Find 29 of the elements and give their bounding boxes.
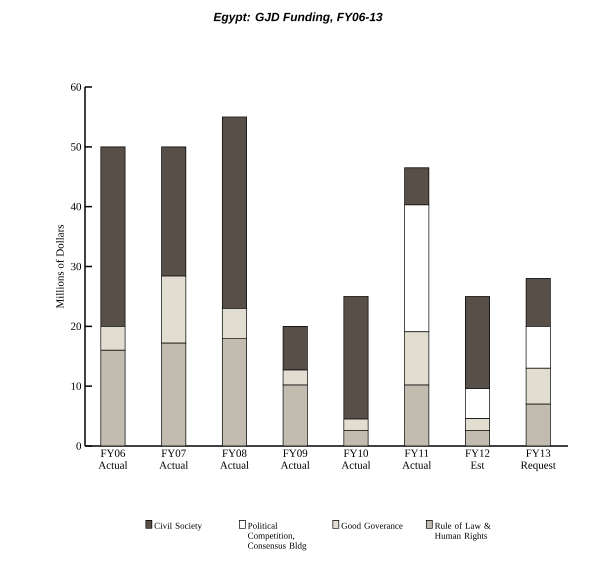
y-tick-label: 20 [71, 322, 82, 330]
y-axis-title: Millions of Dollars [56, 224, 64, 308]
y-tick-label: 10 [71, 382, 82, 390]
legend-label: Rule of Law & Human Rights [434, 522, 491, 541]
x-tick-label: FY07 Actual [159, 450, 188, 469]
y-tick-label: 60 [70, 83, 82, 91]
legend-label: Good Goverance [342, 522, 403, 529]
y-tick-label: 40 [70, 202, 82, 210]
bar [464, 430, 490, 446]
y-tick-label: 0 [76, 442, 82, 450]
y-tick-label: 30 [71, 262, 82, 270]
x-tick-label: FY10 Actual [341, 450, 370, 469]
bar [343, 430, 368, 446]
x-tick-label: FY09 Actual [280, 450, 310, 469]
bar [100, 350, 126, 446]
bar [404, 384, 430, 446]
legend-label: Political Competition, Consensus Bldg [248, 522, 306, 551]
y-tick-label: 50 [71, 143, 82, 151]
x-tick-label: FY11 Actual [402, 450, 432, 469]
x-tick-label: FY12 Est [465, 450, 490, 469]
bar [526, 404, 551, 446]
bar [282, 384, 308, 446]
legend-label: Civil Society [154, 522, 202, 531]
chart-title: Egypt: GJD Funding, FY06-13 [214, 12, 382, 24]
bar [222, 338, 247, 446]
x-tick-label: FY08 Actual [220, 450, 249, 469]
bar [161, 342, 186, 446]
x-tick-label: FY13 Request [520, 450, 556, 472]
x-tick-label: FY06 Actual [98, 450, 128, 469]
